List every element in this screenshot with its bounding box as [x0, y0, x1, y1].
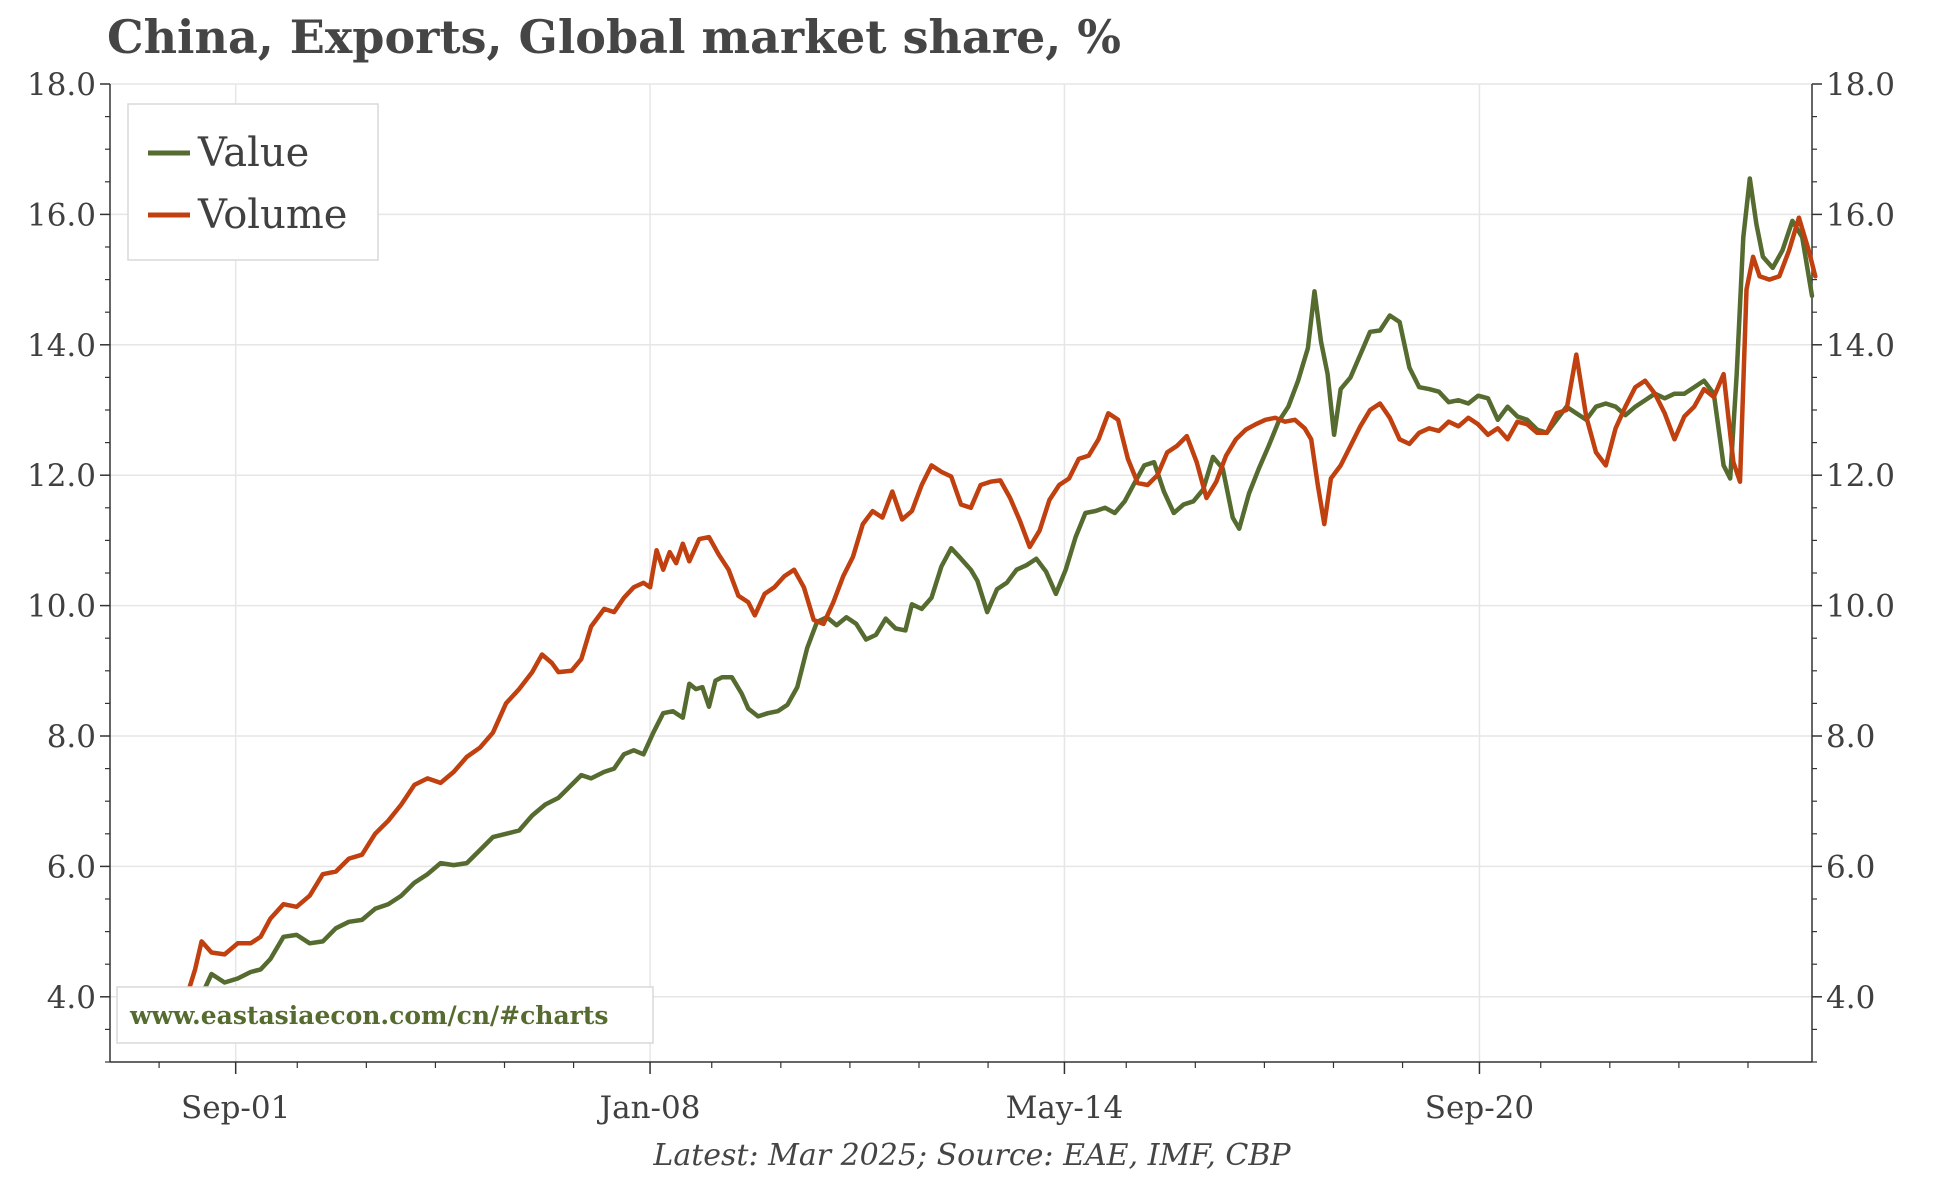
x-tick-label: Jan-08 [597, 1090, 701, 1126]
series-line-value [184, 176, 1815, 1024]
legend-label-value: Value [197, 130, 309, 176]
y-tick-label-right: 16.0 [1826, 197, 1895, 233]
x-tick-label: May-14 [1006, 1090, 1124, 1126]
y-tick-label-right: 10.0 [1826, 589, 1895, 625]
y-tick-label-left: 10.0 [27, 589, 96, 625]
y-tick-label-right: 8.0 [1826, 719, 1875, 755]
y-tick-label-right: 6.0 [1826, 849, 1875, 885]
y-tick-label-right: 12.0 [1826, 458, 1895, 494]
watermark: www.eastasiaecon.com/cn/#charts [116, 986, 654, 1044]
series-line-volume [184, 215, 1818, 1000]
series-layer [184, 176, 1818, 1024]
chart-footnote: Latest: Mar 2025; Source: EAE, IMF, CBP [653, 1138, 1291, 1173]
x-tick-label: Sep-20 [1425, 1090, 1534, 1126]
y-tick-label-right: 4.0 [1826, 980, 1875, 1016]
x-tick-label: Sep-01 [181, 1090, 290, 1126]
y-tick-label-right: 18.0 [1826, 67, 1895, 103]
watermark-box [116, 986, 654, 1044]
y-tick-label-left: 16.0 [27, 197, 96, 233]
y-tick-label-right: 14.0 [1826, 328, 1895, 364]
y-tick-label-left: 18.0 [27, 67, 96, 103]
axes-layer: 4.0 4.0 6.0 6.0 8.0 8.0 10.0 10.0 12.0 12.0 14.0 14… [27, 67, 1895, 1126]
chart-title: China, Exports, Global market share, % [107, 10, 1121, 64]
y-tick-label-left: 12.0 [27, 458, 96, 494]
y-tick-label-left: 6.0 [47, 849, 96, 885]
legend-label-volume: Volume [197, 192, 347, 238]
legend: Value Volume [127, 103, 379, 261]
y-tick-label-left: 8.0 [47, 719, 96, 755]
watermark-text: www.eastasiaecon.com/cn/#charts [129, 1001, 608, 1030]
legend-box [127, 103, 379, 261]
y-tick-label-left: 4.0 [47, 980, 96, 1016]
y-tick-label-left: 14.0 [27, 328, 96, 364]
